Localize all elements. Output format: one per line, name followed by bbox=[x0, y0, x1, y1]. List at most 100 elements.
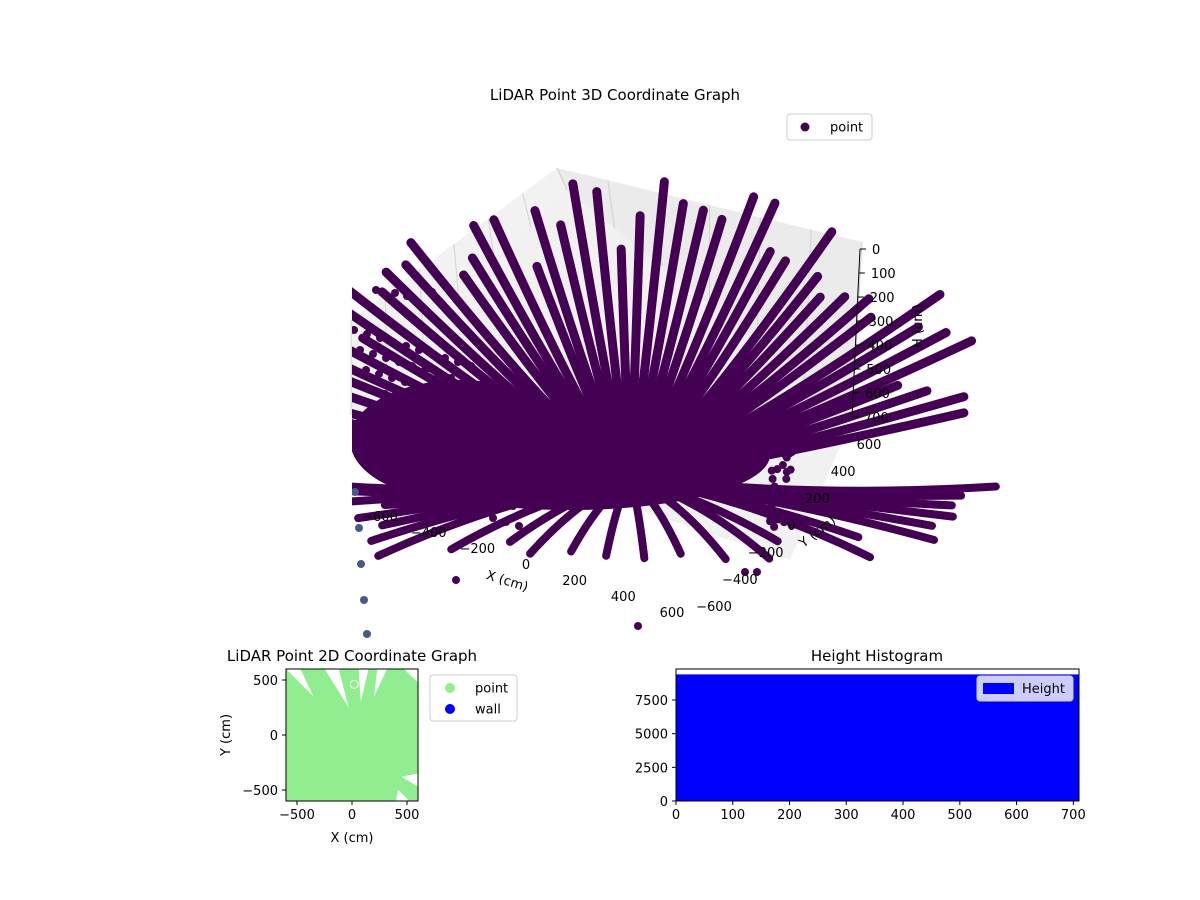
point bbox=[380, 426, 388, 434]
point bbox=[382, 354, 390, 362]
point bbox=[408, 362, 416, 370]
scan-gap-2d bbox=[403, 669, 418, 683]
point bbox=[362, 366, 370, 374]
point-far bbox=[352, 488, 359, 496]
y-tick-label-3d: −200 bbox=[748, 546, 784, 561]
point bbox=[440, 390, 448, 398]
x-tick-label-3d: 400 bbox=[611, 590, 636, 605]
point bbox=[372, 286, 380, 294]
point bbox=[770, 482, 779, 491]
legend-histogram-swatch bbox=[983, 683, 1014, 694]
plot-2d: LiDAR Point 2D Coordinate Graph −500−500… bbox=[219, 647, 518, 846]
legend-3d: point bbox=[786, 113, 873, 141]
point bbox=[497, 462, 505, 470]
point bbox=[490, 478, 498, 486]
point bbox=[395, 358, 403, 366]
point bbox=[369, 350, 377, 358]
point bbox=[471, 454, 479, 462]
x-tick-label-histogram: 200 bbox=[777, 808, 802, 823]
point bbox=[381, 390, 389, 398]
grid-line-3d bbox=[607, 180, 615, 229]
point bbox=[477, 474, 485, 482]
legend-2d-marker-wall bbox=[445, 704, 455, 714]
point bbox=[470, 490, 478, 498]
point bbox=[441, 354, 449, 362]
x-tick-label-3d: 0 bbox=[522, 558, 530, 573]
point bbox=[503, 482, 511, 490]
point bbox=[457, 486, 465, 494]
point bbox=[460, 378, 468, 386]
y-tick-label-histogram: 7500 bbox=[635, 694, 668, 709]
z-tick-label-3d: 300 bbox=[869, 315, 894, 330]
scan-gap-2d bbox=[358, 669, 369, 702]
point bbox=[452, 430, 460, 438]
sensor-marker-2d bbox=[350, 680, 358, 688]
grid-line-3d bbox=[556, 167, 568, 191]
point-mass bbox=[352, 380, 570, 500]
point bbox=[453, 394, 461, 402]
point bbox=[376, 334, 384, 342]
z-axis-line bbox=[851, 248, 861, 419]
legend-2d: point wall bbox=[429, 674, 518, 722]
point bbox=[403, 292, 411, 300]
point bbox=[400, 414, 408, 422]
point bbox=[368, 386, 376, 394]
ticks-2d: −500−500 0 0 500 500 bbox=[242, 674, 419, 823]
point bbox=[502, 518, 510, 526]
point bbox=[767, 426, 776, 435]
z-tick-label-3d: 700 bbox=[864, 411, 889, 426]
scan-gap-2d bbox=[286, 669, 314, 697]
point bbox=[413, 418, 421, 426]
point bbox=[753, 568, 761, 576]
point bbox=[780, 518, 789, 527]
x-tick-label-histogram: 500 bbox=[947, 808, 972, 823]
point bbox=[424, 494, 432, 502]
point bbox=[374, 406, 382, 414]
grid-line-3d bbox=[453, 243, 460, 303]
point bbox=[405, 470, 413, 478]
legend-histogram-frame bbox=[976, 675, 1074, 702]
x-tick-label-histogram: 400 bbox=[891, 808, 916, 823]
point bbox=[414, 382, 422, 390]
z-tick-label-3d: 600 bbox=[865, 387, 890, 402]
point bbox=[785, 449, 794, 458]
point bbox=[515, 522, 523, 530]
point bbox=[388, 374, 396, 382]
point bbox=[412, 454, 420, 462]
point bbox=[778, 461, 787, 470]
point bbox=[452, 576, 460, 584]
point bbox=[485, 422, 493, 430]
x-tick-label-histogram: 600 bbox=[1004, 808, 1029, 823]
z-tick-label-3d: 100 bbox=[871, 267, 896, 282]
point bbox=[411, 490, 419, 498]
point bbox=[459, 414, 467, 422]
y-tick-label-3d: 200 bbox=[805, 492, 830, 507]
point bbox=[771, 448, 780, 457]
z-tick-label-3d: 200 bbox=[870, 291, 895, 306]
point bbox=[483, 494, 491, 502]
point bbox=[398, 486, 406, 494]
point bbox=[768, 517, 777, 526]
point bbox=[431, 478, 439, 486]
title-2d: LiDAR Point 2D Coordinate Graph bbox=[227, 647, 477, 665]
point bbox=[447, 374, 455, 382]
scan-gap-2d bbox=[396, 790, 410, 801]
y-tick-label-histogram: 5000 bbox=[635, 728, 668, 743]
point bbox=[781, 497, 790, 506]
point bbox=[782, 474, 791, 483]
x-tick-label-2d: 500 bbox=[395, 808, 420, 823]
point bbox=[476, 510, 484, 518]
point bbox=[375, 370, 383, 378]
legend-2d-label-wall: wall bbox=[475, 703, 501, 718]
point bbox=[399, 450, 407, 458]
point bbox=[463, 506, 471, 514]
point bbox=[432, 442, 440, 450]
x-tick-label-2d: 0 bbox=[348, 808, 356, 823]
point bbox=[446, 410, 454, 418]
point bbox=[406, 434, 414, 442]
point bbox=[489, 514, 497, 522]
y-tick-label-histogram: 0 bbox=[660, 795, 668, 810]
point-cloud-2d bbox=[286, 669, 418, 801]
